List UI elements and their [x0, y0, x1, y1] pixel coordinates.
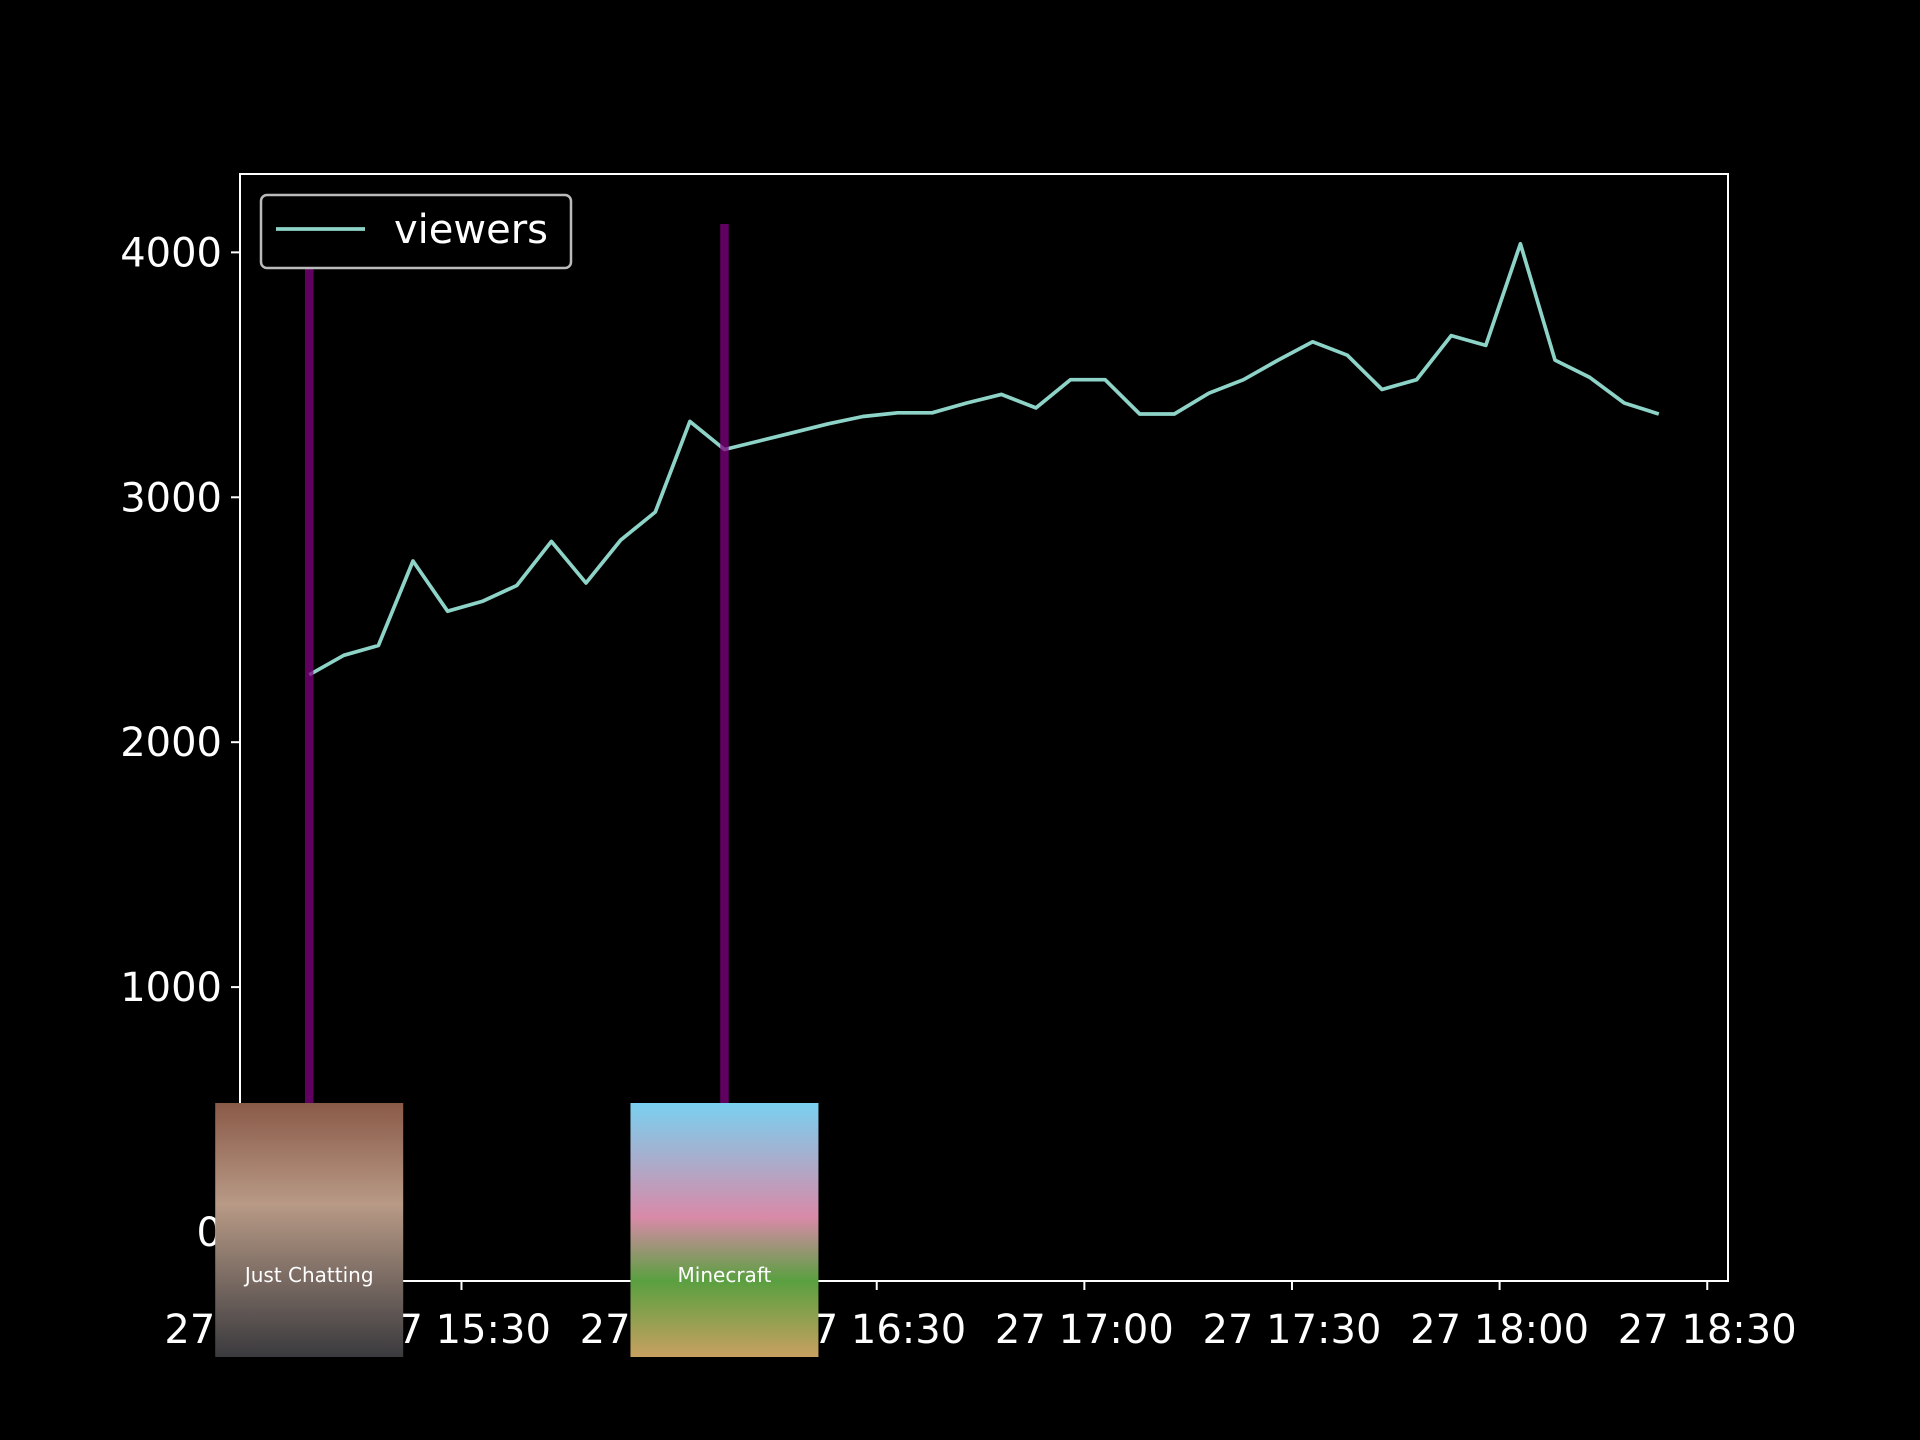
plot-frame	[239, 173, 1729, 1282]
y-tick-label: 1000	[120, 965, 222, 1011]
legend: viewers	[259, 193, 573, 270]
legend-frame	[259, 193, 573, 270]
annotation-label: Just Chatting	[243, 1263, 374, 1287]
annotation-label: Minecraft	[678, 1263, 772, 1287]
y-tick-label: 2000	[120, 720, 222, 766]
x-tick-label: 27 18:00	[1410, 1307, 1589, 1353]
y-tick-label: 3000	[120, 475, 222, 521]
game-image	[630, 1103, 819, 1357]
x-tick-label: 27 18:30	[1618, 1307, 1797, 1353]
x-tick-label: 27 17:00	[995, 1307, 1174, 1353]
x-tick-label: 27 17:30	[1203, 1307, 1382, 1353]
y-tick-label: 4000	[120, 230, 222, 276]
data-line	[308, 241, 1660, 677]
game-image	[215, 1103, 404, 1357]
legend-label: viewers	[394, 207, 548, 253]
